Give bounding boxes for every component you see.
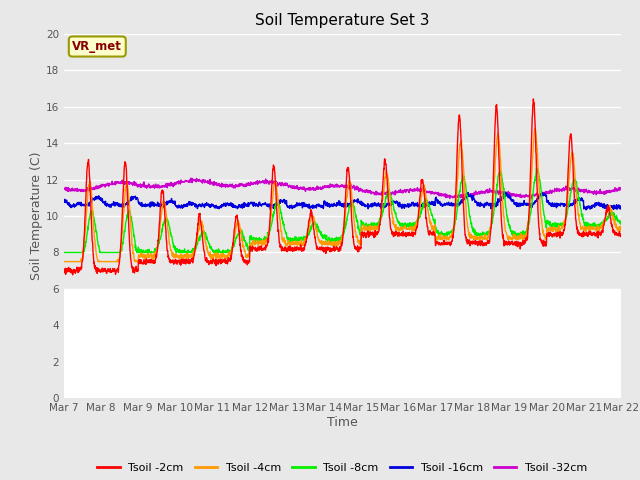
Y-axis label: Soil Temperature (C): Soil Temperature (C) bbox=[30, 152, 43, 280]
X-axis label: Time: Time bbox=[327, 416, 358, 429]
Title: Soil Temperature Set 3: Soil Temperature Set 3 bbox=[255, 13, 429, 28]
Legend: Tsoil -2cm, Tsoil -4cm, Tsoil -8cm, Tsoil -16cm, Tsoil -32cm: Tsoil -2cm, Tsoil -4cm, Tsoil -8cm, Tsoi… bbox=[93, 459, 592, 478]
Bar bbox=[64, 289, 621, 398]
Text: VR_met: VR_met bbox=[72, 40, 122, 53]
